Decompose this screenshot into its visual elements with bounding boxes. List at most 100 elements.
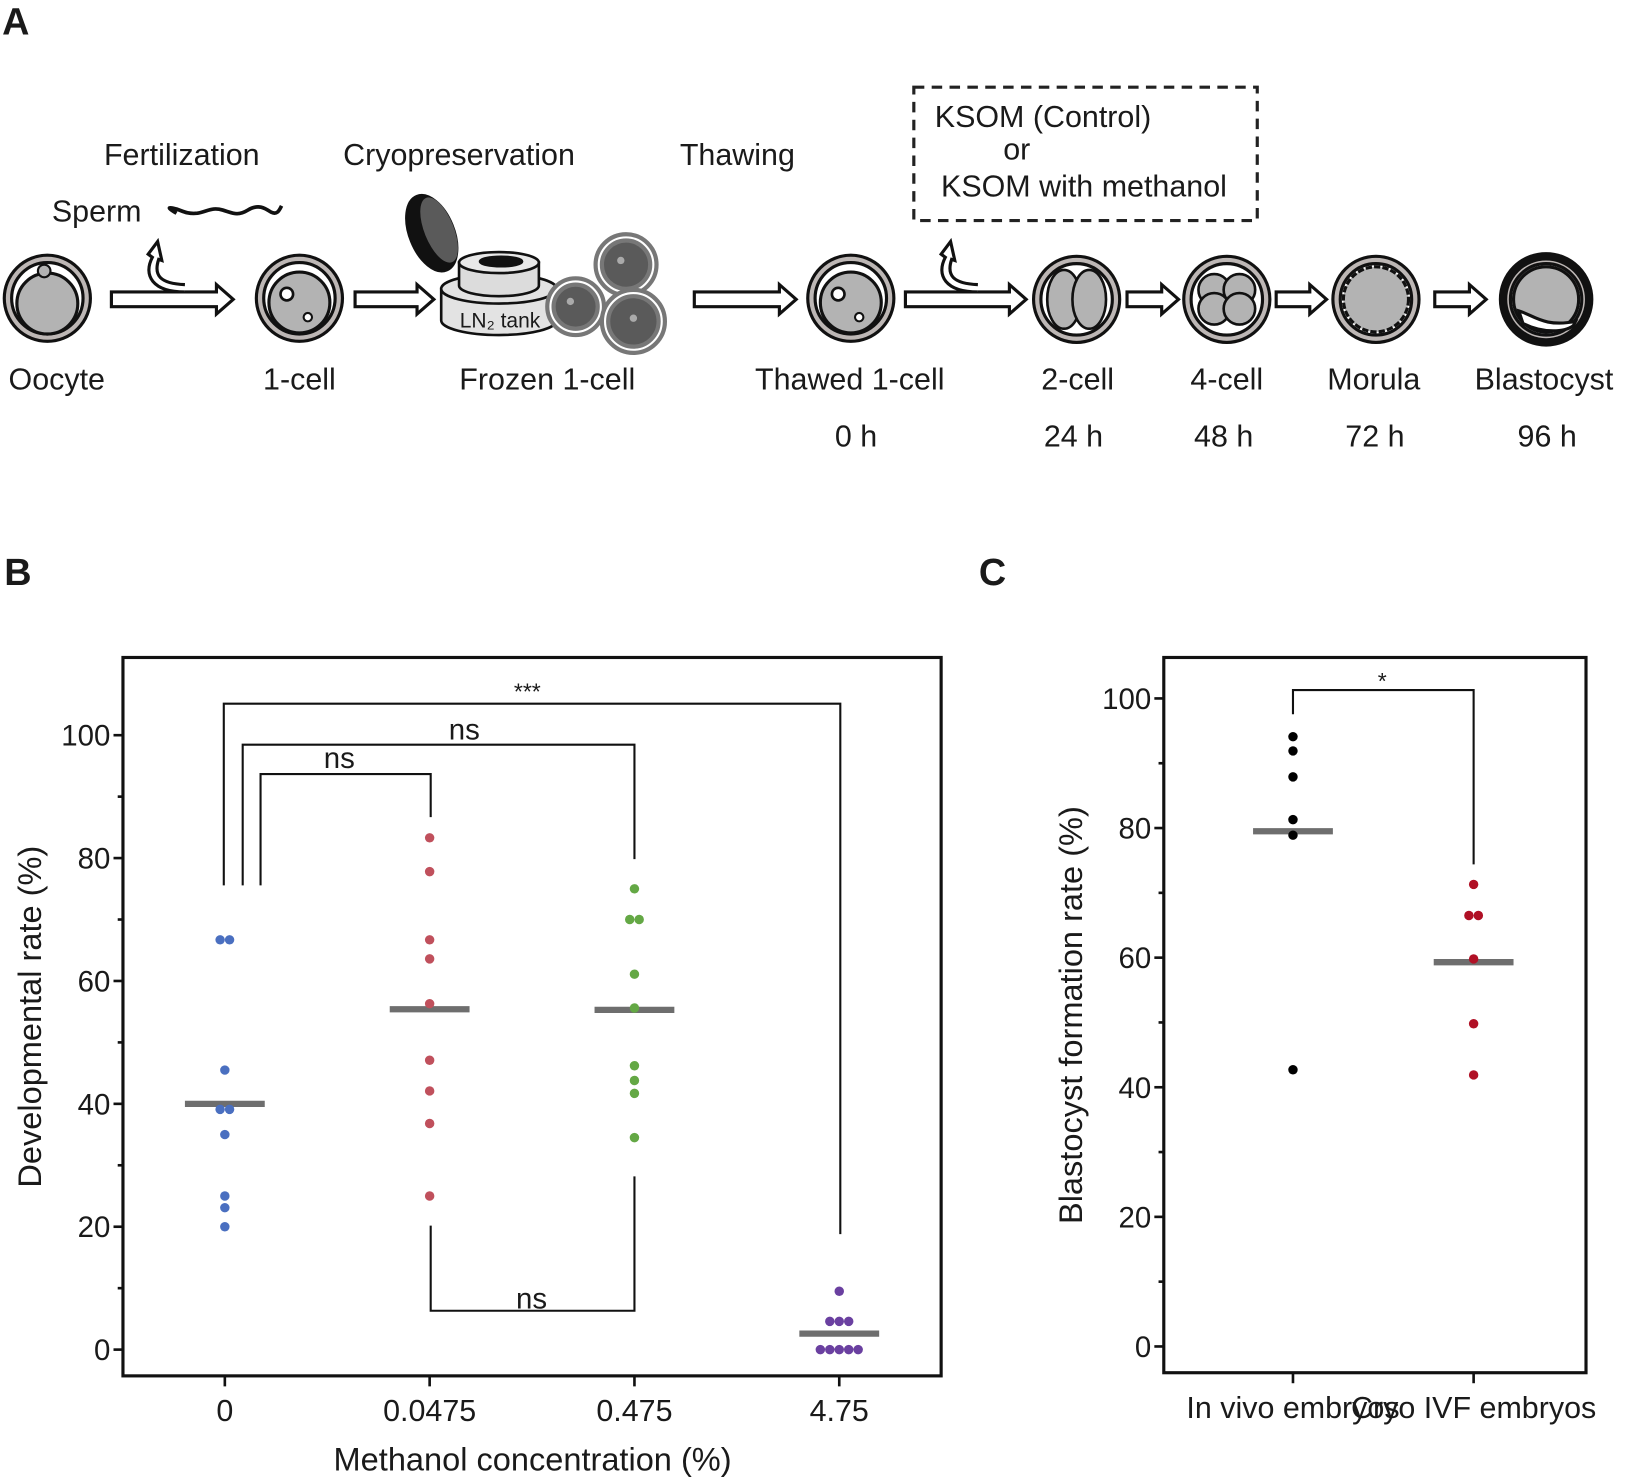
data-point — [224, 935, 235, 945]
arrow-icon — [109, 281, 236, 318]
y-tick-label: 40 — [78, 1088, 111, 1121]
data-point — [220, 1065, 230, 1075]
blastomere — [1222, 291, 1257, 326]
stage-label: Morula — [1327, 363, 1420, 397]
stage-label: Frozen 1-cell — [459, 363, 635, 397]
arrow-icon — [1125, 281, 1181, 318]
significance-bracket — [259, 773, 432, 886]
cytoplasm — [818, 270, 883, 335]
data-point — [1288, 731, 1298, 742]
cytoplasm — [267, 270, 332, 335]
stage-label: 4-cell — [1190, 363, 1263, 397]
significance-bracket — [1291, 688, 1475, 865]
significance-label: ns — [449, 713, 480, 746]
step-cryopreservation: Cryopreservation — [343, 138, 575, 172]
x-tick-label: 0.0475 — [383, 1394, 476, 1428]
tank-label: LN₂ tank — [460, 310, 541, 333]
data-point — [629, 1075, 640, 1086]
data-point — [629, 1003, 640, 1013]
data-point — [629, 1088, 640, 1099]
x-tick-label: Cryo IVF embryos — [1351, 1391, 1596, 1425]
4-cell-icon — [1182, 254, 1272, 344]
medium-box — [912, 85, 1259, 223]
data-point — [424, 954, 435, 964]
series-4.75 — [799, 1286, 880, 1355]
y-axis-label: Blastocyst formation rate (%) — [1053, 806, 1089, 1224]
significance-bracket — [222, 702, 842, 1235]
data-point — [215, 1104, 225, 1115]
blastomere — [1071, 268, 1108, 331]
significance-label: * — [1378, 668, 1387, 694]
arrow-icon — [903, 281, 1029, 318]
significance-label: *** — [514, 678, 541, 704]
data-point — [634, 914, 644, 925]
data-point — [629, 884, 640, 894]
x-tick-label: 0.475 — [596, 1394, 672, 1428]
data-point — [424, 1191, 435, 1201]
cytoplasm — [15, 271, 80, 336]
merge-arrow-icon — [145, 237, 185, 294]
panel-label-b: B — [4, 552, 31, 594]
data-point — [843, 1344, 854, 1355]
polar-body — [36, 263, 52, 279]
panel-label-a: A — [2, 2, 29, 44]
series-In vivo embryos — [1253, 731, 1333, 1075]
embryo-illustrations — [2, 252, 1594, 347]
schematic-panel-a: Fertilization Cryopreservation Thawing S… — [2, 85, 1614, 454]
chart-b: 0 20 40 60 80 100 0 0.0475 0.475 4.75 Developmenta… — [12, 655, 943, 1477]
pronucleus — [302, 311, 314, 323]
data-point — [1288, 746, 1298, 756]
y-tick-label: 0 — [94, 1334, 110, 1367]
frozen-cells-icon — [545, 232, 668, 355]
stage-time: 0 h — [835, 419, 877, 453]
blastocoel — [1516, 308, 1579, 333]
morula-icon — [1331, 254, 1421, 344]
series-0.475 — [594, 884, 675, 1143]
morula-cells — [1341, 265, 1411, 334]
stage-labels: Oocyte 1-cell Frozen 1-cell Thawed 1-cell 0 … — [9, 363, 1614, 454]
data-point — [1288, 814, 1298, 825]
y-tick-label: 20 — [1118, 1201, 1151, 1234]
series-0.0475 — [389, 833, 470, 1201]
data-point — [215, 935, 225, 945]
data-point — [1468, 1070, 1479, 1080]
data-point — [834, 1286, 844, 1296]
data-point — [1468, 954, 1479, 964]
ln2-tank-icon: LN₂ tank — [405, 193, 559, 337]
merge-arrow-icon — [938, 237, 978, 294]
significance-label: ns — [324, 742, 355, 775]
y-tick-label: 100 — [1102, 683, 1151, 716]
step-fertilization: Fertilization — [104, 138, 260, 172]
data-point — [629, 969, 640, 979]
thawed-1-cell-icon — [806, 253, 896, 343]
data-point — [1288, 830, 1298, 840]
oocyte-icon — [2, 253, 92, 343]
data-point — [629, 1132, 640, 1143]
data-point — [424, 833, 435, 843]
blastocyst-icon — [1498, 252, 1594, 347]
sperm-icon — [167, 205, 284, 216]
series-0 — [184, 935, 265, 1232]
stage-label: 2-cell — [1041, 363, 1114, 397]
y-tick-label: 80 — [1118, 813, 1151, 846]
panel-label-c: C — [979, 552, 1006, 594]
data-point — [220, 1191, 230, 1201]
stage-time: 72 h — [1345, 419, 1404, 453]
data-point — [834, 1344, 844, 1355]
series-Cryo IVF embryos — [1433, 879, 1514, 1080]
medium-methanol: KSOM with methanol — [941, 169, 1227, 203]
arrow-icon — [692, 281, 799, 318]
x-tick-label: In vivo embryos — [1186, 1391, 1399, 1425]
medium-control: KSOM (Control) — [935, 100, 1151, 134]
stage-label: Blastocyst — [1475, 363, 1614, 397]
y-axis-label: Developmental rate (%) — [12, 846, 48, 1188]
data-point — [1464, 910, 1474, 921]
significance-bracket — [429, 1176, 636, 1312]
data-point — [629, 1061, 640, 1071]
x-axis-label: Methanol concentration (%) — [334, 1441, 732, 1477]
data-point — [224, 1104, 235, 1115]
data-point — [220, 1202, 230, 1213]
stage-time: 48 h — [1194, 419, 1253, 453]
